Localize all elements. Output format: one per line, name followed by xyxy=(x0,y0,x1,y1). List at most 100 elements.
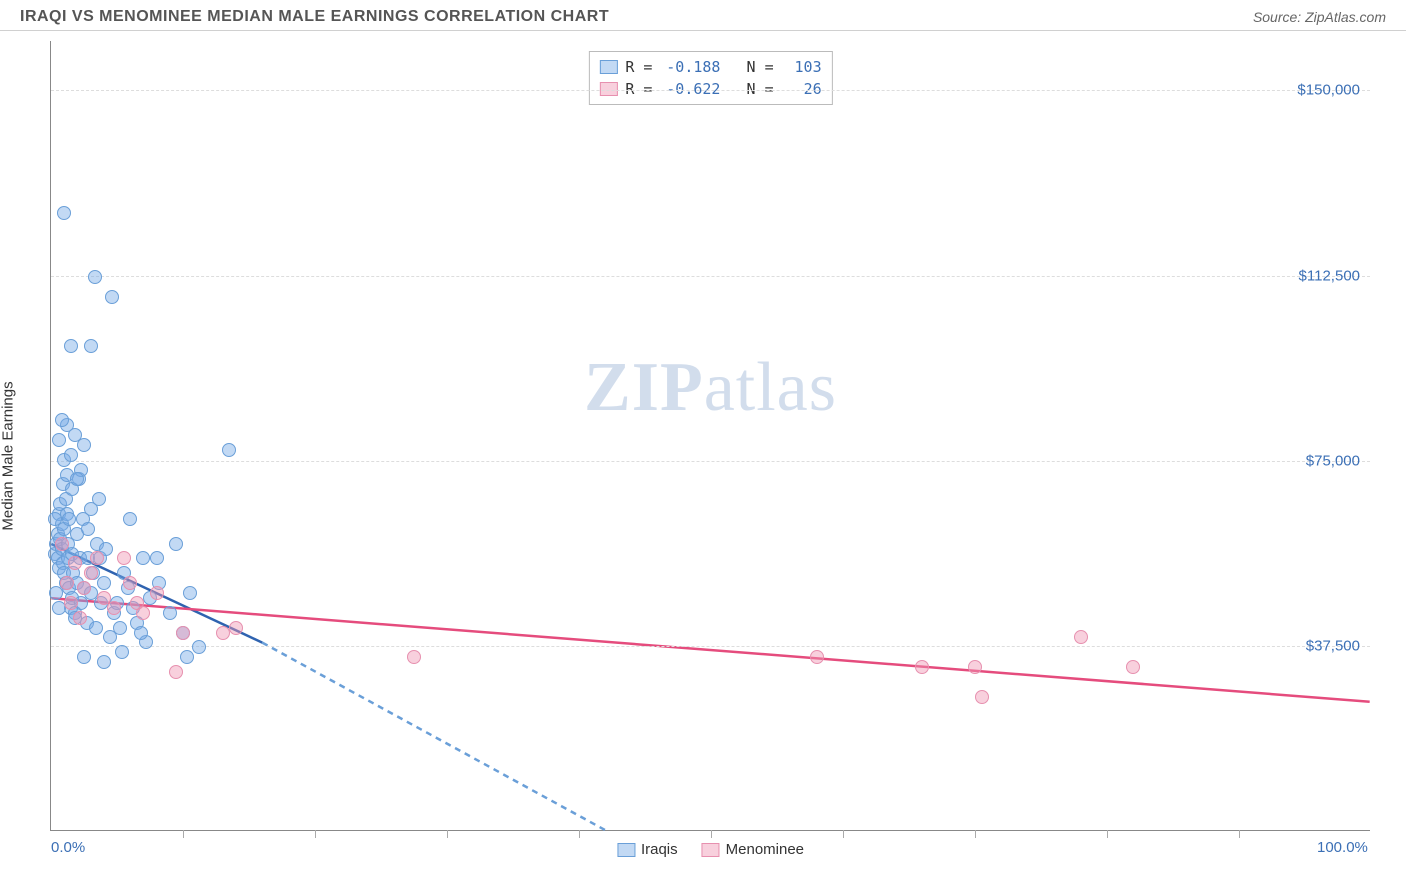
data-point xyxy=(64,339,78,353)
data-point xyxy=(84,339,98,353)
legend-swatch xyxy=(702,843,720,857)
x-tick-mark xyxy=(1107,830,1108,838)
data-point xyxy=(163,606,177,620)
legend-item: Menominee xyxy=(702,841,804,858)
data-point xyxy=(117,551,131,565)
legend-n-value: 103 xyxy=(782,56,822,78)
data-point xyxy=(407,650,421,664)
data-point xyxy=(77,581,91,595)
y-tick-label: $112,500 xyxy=(1299,267,1360,284)
data-point xyxy=(123,512,137,526)
legend-n-value: 26 xyxy=(782,78,822,100)
correlation-legend: R = -0.188 N = 103 R = -0.622 N = 26 xyxy=(588,51,832,105)
series-legend: Iraqis Menominee xyxy=(617,841,804,858)
legend-row: R = -0.188 N = 103 xyxy=(599,56,821,78)
data-point xyxy=(1074,630,1088,644)
data-point xyxy=(77,650,91,664)
legend-swatch xyxy=(599,82,617,96)
legend-r-value: -0.622 xyxy=(660,78,720,100)
legend-r-label: R = xyxy=(625,56,652,78)
data-point xyxy=(810,650,824,664)
data-point xyxy=(1126,660,1140,674)
x-tick-mark xyxy=(183,830,184,838)
data-point xyxy=(84,566,98,580)
x-tick-mark xyxy=(315,830,316,838)
data-point xyxy=(176,626,190,640)
source-attribution: Source: ZipAtlas.com xyxy=(1253,9,1386,25)
data-point xyxy=(975,690,989,704)
data-point xyxy=(169,665,183,679)
x-tick-mark xyxy=(1239,830,1240,838)
data-point xyxy=(68,556,82,570)
data-point xyxy=(55,537,69,551)
data-point xyxy=(57,206,71,220)
data-point xyxy=(73,611,87,625)
data-point xyxy=(64,596,78,610)
data-point xyxy=(48,512,62,526)
legend-n-label: N = xyxy=(728,78,773,100)
legend-label: Iraqis xyxy=(641,841,678,858)
data-point xyxy=(52,433,66,447)
legend-n-label: N = xyxy=(728,56,773,78)
data-point xyxy=(88,270,102,284)
x-tick-mark xyxy=(579,830,580,838)
legend-swatch xyxy=(617,843,635,857)
data-point xyxy=(70,472,84,486)
gridline-h xyxy=(51,461,1370,462)
y-tick-label: $150,000 xyxy=(1297,82,1360,99)
gridline-h xyxy=(51,646,1370,647)
data-point xyxy=(64,448,78,462)
data-point xyxy=(90,551,104,565)
data-point xyxy=(169,537,183,551)
x-tick-mark xyxy=(843,830,844,838)
watermark-atlas: atlas xyxy=(704,349,837,426)
data-point xyxy=(222,443,236,457)
data-point xyxy=(150,551,164,565)
legend-r-label: R = xyxy=(625,78,652,100)
gridline-h xyxy=(51,90,1370,91)
data-point xyxy=(180,650,194,664)
data-point xyxy=(55,413,69,427)
data-point xyxy=(105,290,119,304)
x-tick-label: 100.0% xyxy=(1317,839,1368,856)
data-point xyxy=(77,438,91,452)
data-point xyxy=(216,626,230,640)
y-axis-label: Median Male Earnings xyxy=(0,381,17,530)
watermark-zip: ZIP xyxy=(584,349,704,426)
gridline-h xyxy=(51,276,1370,277)
trend-lines-svg xyxy=(51,41,1370,830)
data-point xyxy=(136,606,150,620)
legend-item: Iraqis xyxy=(617,841,678,858)
chart-container: Median Male Earnings ZIPatlas R = -0.188 … xyxy=(0,31,1406,881)
data-point xyxy=(92,492,106,506)
plot-area: ZIPatlas R = -0.188 N = 103 R = -0.622 N = 26… xyxy=(50,41,1370,831)
data-point xyxy=(915,660,929,674)
y-tick-label: $75,000 xyxy=(1306,452,1360,469)
chart-title: IRAQI VS MENOMINEE MEDIAN MALE EARNINGS … xyxy=(20,8,609,26)
legend-row: R = -0.622 N = 26 xyxy=(599,78,821,100)
data-point xyxy=(123,576,137,590)
x-tick-mark xyxy=(975,830,976,838)
legend-label: Menominee xyxy=(726,841,804,858)
legend-swatch xyxy=(599,60,617,74)
data-point xyxy=(229,621,243,635)
data-point xyxy=(81,522,95,536)
x-tick-mark xyxy=(447,830,448,838)
x-tick-label: 0.0% xyxy=(51,839,85,856)
data-point xyxy=(60,576,74,590)
data-point xyxy=(97,576,111,590)
data-point xyxy=(89,621,103,635)
watermark-text: ZIPatlas xyxy=(584,348,837,428)
data-point xyxy=(183,586,197,600)
data-point xyxy=(115,645,129,659)
y-tick-label: $37,500 xyxy=(1306,637,1360,654)
data-point xyxy=(192,640,206,654)
data-point xyxy=(107,601,121,615)
data-point xyxy=(136,551,150,565)
data-point xyxy=(968,660,982,674)
data-point xyxy=(150,586,164,600)
data-point xyxy=(97,655,111,669)
data-point xyxy=(134,626,148,640)
data-point xyxy=(62,512,76,526)
legend-r-value: -0.188 xyxy=(660,56,720,78)
